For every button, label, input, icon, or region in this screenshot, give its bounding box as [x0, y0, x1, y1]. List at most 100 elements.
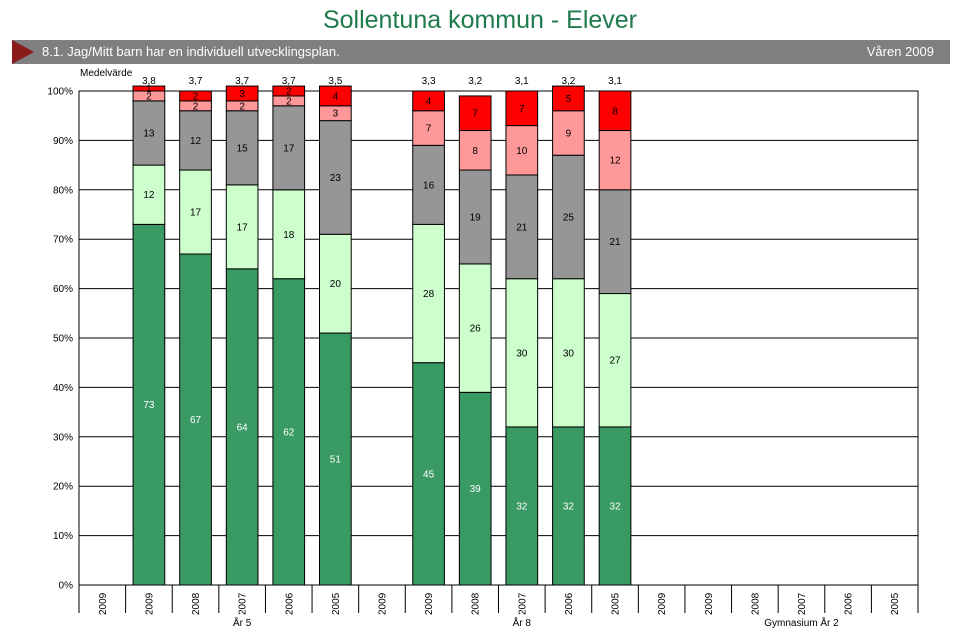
y-tick-label: 10% — [53, 531, 73, 542]
bar-segment — [225, 184, 259, 270]
x-tick-label: 2007 — [797, 592, 808, 615]
bar-segment — [412, 223, 445, 364]
data-label: 30 — [516, 348, 528, 359]
y-tick-label: 40% — [53, 383, 73, 394]
data-label: 39 — [470, 484, 482, 495]
question-banner: 8.1. Jag/Mitt barn har en individuell ut… — [12, 40, 950, 64]
bar-segment — [412, 110, 445, 146]
x-tick-label: 2009 — [377, 592, 388, 615]
data-label: 45 — [423, 469, 435, 480]
bar-segment — [225, 85, 259, 102]
y-tick-label: 20% — [53, 482, 73, 493]
data-label: 2 — [193, 101, 199, 112]
bar-segment — [552, 154, 585, 280]
y-tick-label: 0% — [59, 581, 74, 592]
bar-segment — [132, 100, 166, 166]
data-label: 67 — [190, 415, 202, 426]
x-tick-label: 2009 — [144, 592, 155, 615]
data-label: 17 — [190, 208, 202, 219]
x-tick-label: 2007 — [517, 592, 528, 615]
data-label: 25 — [563, 212, 575, 223]
data-label: 3 — [239, 89, 245, 100]
x-tick-label: 2008 — [750, 592, 761, 615]
data-label: 21 — [516, 222, 528, 233]
bar-segment — [598, 90, 632, 132]
bar-segment — [552, 85, 585, 112]
bar-segment — [319, 120, 352, 235]
bar-segment — [132, 85, 166, 92]
data-label: 9 — [566, 128, 572, 139]
grid — [78, 90, 919, 613]
data-label: 4 — [426, 96, 432, 107]
y-tick-label: 80% — [53, 185, 73, 196]
bar-segment — [412, 90, 445, 112]
bar-segment — [598, 426, 632, 586]
data-label: 32 — [609, 501, 621, 512]
data-label: 21 — [609, 237, 621, 248]
data-label: 17 — [283, 143, 295, 154]
bar-segment — [505, 125, 539, 176]
x-tick-label: 2005 — [890, 592, 901, 615]
bar-segment — [179, 90, 212, 102]
bar-segment — [272, 105, 306, 191]
bar-segment — [319, 85, 352, 107]
x-tick-label: 2008 — [471, 592, 482, 615]
bar-segment — [272, 85, 306, 97]
data-label: 3 — [333, 109, 339, 120]
mean-label: 3,8 — [142, 76, 156, 87]
data-label: 2 — [286, 87, 292, 98]
data-label: 2 — [286, 96, 292, 107]
mean-label: 3,3 — [422, 76, 436, 87]
data-label: 8 — [472, 146, 478, 157]
data-label: 19 — [470, 212, 482, 223]
data-label: 26 — [470, 324, 482, 335]
bar-segment — [598, 293, 632, 428]
mean-label: 3,7 — [282, 76, 296, 87]
data-label: 17 — [237, 222, 249, 233]
labels: 0% 10% 20% 30% 40% 50% 60% 70% 80% 90% 100% 2009 200… — [47, 76, 901, 629]
x-tick-label: 2007 — [238, 592, 249, 615]
x-tick-label: 2009 — [704, 592, 715, 615]
data-label: 7 — [472, 109, 478, 120]
mean-label: 3,5 — [328, 76, 342, 87]
x-tick-label: 2009 — [98, 592, 109, 615]
mean-label: 3,1 — [608, 76, 622, 87]
bar-segment — [179, 169, 212, 255]
data-label: 10 — [516, 146, 528, 157]
data-label: 64 — [237, 422, 249, 433]
y-tick-label: 90% — [53, 136, 73, 147]
data-label: 12 — [190, 136, 202, 147]
x-tick-label: 2005 — [331, 592, 342, 615]
mean-label: 3,7 — [189, 76, 203, 87]
y-tick-label: 70% — [53, 235, 73, 246]
data-label: 18 — [283, 230, 295, 241]
bar-segment — [272, 278, 306, 586]
bar-segment — [225, 268, 259, 586]
question-text: 8.1. Jag/Mitt barn har en individuell ut… — [42, 44, 340, 59]
bar-segment — [412, 362, 445, 586]
x-tick-label: 2006 — [844, 592, 855, 615]
bar-segment — [458, 95, 492, 132]
bar-segment — [179, 253, 212, 586]
bar-segment — [552, 278, 585, 428]
group-label: År 5 — [233, 616, 252, 629]
mean-header: Medelvärde — [80, 68, 133, 79]
y-tick-label: 50% — [53, 334, 73, 345]
data-label: 27 — [609, 356, 621, 367]
data-label: 20 — [330, 279, 342, 290]
bar-segment — [505, 90, 539, 127]
data-label: 51 — [330, 455, 342, 466]
data-label: 13 — [143, 128, 155, 139]
data-label: 8 — [612, 106, 618, 117]
data-label: 30 — [563, 348, 575, 359]
data-label: 2 — [239, 101, 245, 112]
x-tick-label: 2005 — [611, 592, 622, 615]
y-tick-label: 60% — [53, 284, 73, 295]
bar-segment — [505, 174, 539, 280]
bar-segment — [598, 130, 632, 191]
group-label: År 8 — [513, 616, 532, 629]
data-label: 15 — [237, 143, 249, 154]
page-title: Sollentuna kommun - Elever — [322, 6, 638, 34]
mean-label: 3,7 — [235, 76, 249, 87]
